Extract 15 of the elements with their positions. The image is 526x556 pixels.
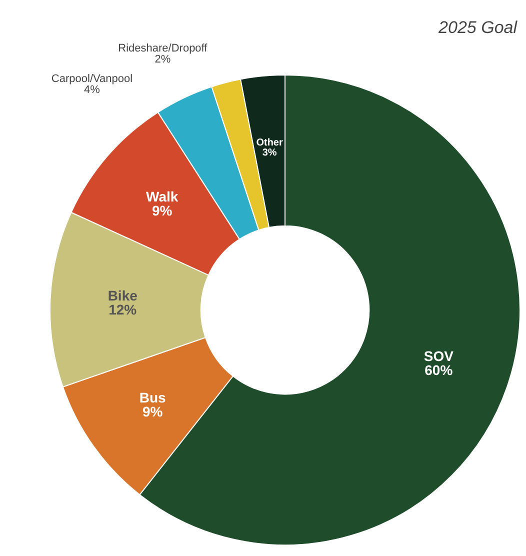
slice-label: Bike <box>108 287 138 304</box>
slice-label: Walk <box>146 188 178 205</box>
slice-label: Bus <box>139 389 166 406</box>
data-label: 9% <box>152 202 173 219</box>
slice-label: Other <box>256 138 283 149</box>
data-label: 2% <box>154 54 171 66</box>
data-label: 9% <box>142 403 164 420</box>
data-label: 60% <box>424 362 454 378</box>
data-label: 12% <box>108 301 138 318</box>
slice-label: Rideshare/Dropoff <box>118 42 208 55</box>
data-label: 3% <box>262 148 277 159</box>
data-label: 4% <box>84 84 100 96</box>
slice-label: SOV <box>424 348 454 364</box>
slice-label: Carpool/Vanpool <box>51 72 133 85</box>
chart-title: 2025 Goal <box>438 18 518 37</box>
